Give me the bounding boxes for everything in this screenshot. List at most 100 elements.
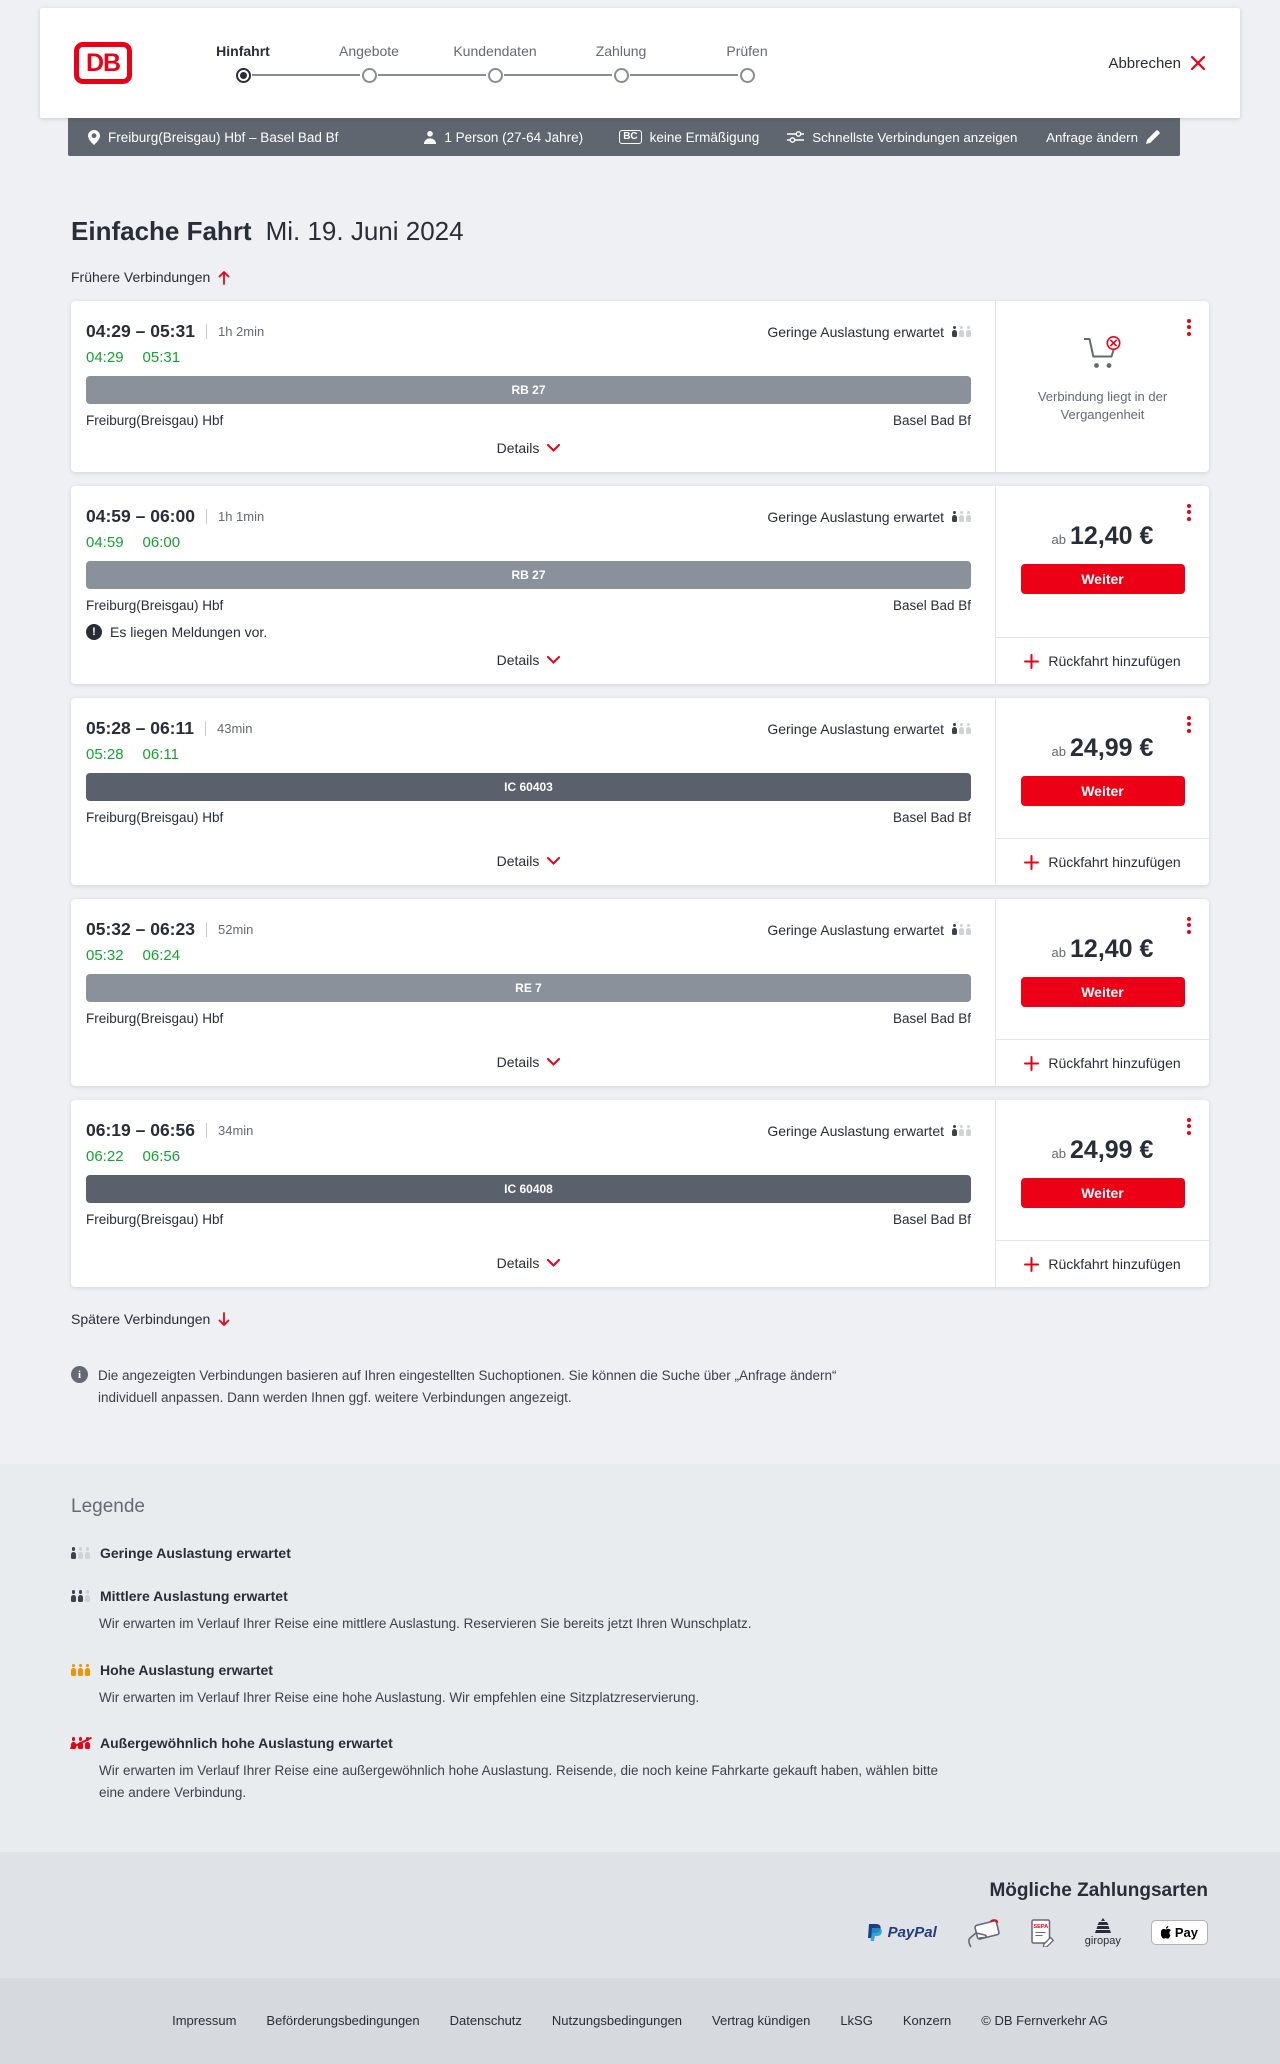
- connection-card: 05:32 – 06:23 52min Geringe Auslastung e…: [71, 899, 1209, 1086]
- connection-duration: 34min: [217, 1123, 254, 1138]
- details-toggle[interactable]: Details: [497, 1054, 561, 1070]
- kebab-menu[interactable]: [1184, 710, 1194, 738]
- connection-action-panel: ab 12,40 € Weiter Rückfahrt hinzufügen: [995, 486, 1209, 684]
- train-label: IC 60403: [504, 780, 553, 794]
- weiter-button[interactable]: Weiter: [1020, 776, 1185, 806]
- footer-link-datenschutz[interactable]: Datenschutz: [449, 2013, 522, 2029]
- stations-row: Freiburg(Breisgau) Hbf Basel Bad Bf: [86, 1011, 971, 1026]
- step-dot-icon: [613, 68, 629, 83]
- connection-times: 04:59 – 06:00: [86, 506, 195, 526]
- price-value: 24,99 €: [1070, 734, 1154, 762]
- details-toggle[interactable]: Details: [497, 652, 561, 668]
- step-label: Hinfahrt: [216, 43, 270, 59]
- add-return-button[interactable]: Rückfahrt hinzufügen: [996, 839, 1209, 885]
- search-options-note: i Die angezeigten Verbindungen basieren …: [71, 1365, 841, 1408]
- realtime-departure: 05:32: [86, 947, 124, 964]
- note-text: Die angezeigten Verbindungen basieren au…: [98, 1368, 837, 1405]
- destination-station: Basel Bad Bf: [892, 810, 971, 825]
- price-value: 24,99 €: [1070, 1136, 1154, 1164]
- add-return-label: Rückfahrt hinzufügen: [1048, 1055, 1181, 1071]
- origin-station: Freiburg(Breisgau) Hbf: [86, 810, 224, 825]
- cancel-button[interactable]: Abbrechen: [1108, 55, 1206, 72]
- chevron-down-icon: [547, 1259, 561, 1267]
- details-label: Details: [496, 853, 540, 869]
- time-row: 04:29 – 05:31 1h 2min Geringe Auslastung…: [86, 321, 971, 342]
- occupancy-label: Geringe Auslastung erwartet: [767, 720, 944, 737]
- legend-item-medium: Mittlere Auslastung erwartet Wir erwarte…: [71, 1588, 1209, 1635]
- footer-link-vertrag-kuendigen[interactable]: Vertrag kündigen: [712, 2013, 811, 2029]
- close-icon: [1190, 55, 1206, 71]
- legend-item-exceptional: Außergewöhnlich hohe Auslastung erwartet…: [71, 1735, 1209, 1803]
- plus-icon: [1024, 653, 1040, 669]
- legend-item-label: Außergewöhnlich hohe Auslastung erwartet: [100, 1735, 393, 1752]
- earlier-connections-link[interactable]: Frühere Verbindungen: [71, 269, 230, 285]
- step-zahlung[interactable]: Zahlung: [558, 43, 738, 83]
- train-label: RB 27: [511, 383, 546, 397]
- connection-card: 04:59 – 06:00 1h 1min Geringe Auslastung…: [71, 486, 1209, 684]
- connection-duration: 1h 2min: [217, 324, 265, 339]
- time-row: 05:28 – 06:11 43min Geringe Auslastung e…: [86, 718, 971, 739]
- connection-duration: 43min: [217, 721, 253, 736]
- later-connections-link[interactable]: Spätere Verbindungen: [71, 1311, 230, 1327]
- add-return-button[interactable]: Rückfahrt hinzufügen: [996, 638, 1209, 684]
- realtime-arrival: 06:24: [142, 947, 181, 964]
- occupancy-label: Geringe Auslastung erwartet: [767, 921, 944, 938]
- kebab-menu[interactable]: [1184, 1112, 1194, 1140]
- legend-title: Legende: [71, 1496, 145, 1518]
- details-toggle[interactable]: Details: [497, 440, 561, 456]
- connection-card: 05:28 – 06:11 43min Geringe Auslastung e…: [71, 698, 1209, 885]
- price-value: 12,40 €: [1070, 935, 1154, 963]
- kebab-menu[interactable]: [1184, 911, 1194, 939]
- legend-item-label: Geringe Auslastung erwartet: [100, 1545, 291, 1562]
- footer-link-konzern[interactable]: Konzern: [902, 2013, 952, 2029]
- occupancy-low-icon: [952, 1124, 971, 1137]
- message-text: Es liegen Meldungen vor.: [110, 624, 268, 640]
- step-hinfahrt[interactable]: Hinfahrt: [180, 43, 360, 83]
- spacer: [86, 1227, 971, 1243]
- footer-link-befoerderungsbedingungen[interactable]: Beförderungsbedingungen: [266, 2013, 420, 2029]
- legend-section: Legende Geringe Auslastung erwartet Mitt…: [0, 1464, 1280, 1852]
- add-return-button[interactable]: Rückfahrt hinzufügen: [996, 1040, 1209, 1086]
- weiter-button[interactable]: Weiter: [1020, 1178, 1185, 1208]
- footer-link-impressum[interactable]: Impressum: [172, 2013, 237, 2029]
- realtime-departure: 04:59: [86, 534, 124, 551]
- realtime-arrival: 05:31: [142, 349, 181, 366]
- step-pruefen[interactable]: Prüfen: [684, 43, 810, 83]
- footer-copyright: © DB Fernverkehr AG: [981, 2013, 1108, 2029]
- person-icon: [424, 130, 437, 144]
- passenger-summary: 1 Person (27-64 Jahre): [424, 130, 583, 145]
- kebab-menu[interactable]: [1184, 498, 1194, 526]
- kebab-menu[interactable]: [1184, 313, 1194, 341]
- details-toggle[interactable]: Details: [497, 853, 561, 869]
- details-toggle[interactable]: Details: [497, 1255, 561, 1271]
- change-request-button[interactable]: Anfrage ändern: [1046, 130, 1160, 145]
- change-request-label: Anfrage ändern: [1046, 129, 1138, 145]
- message-row: ! Es liegen Meldungen vor.: [86, 624, 971, 640]
- divider: [205, 509, 207, 524]
- past-connection-note: Verbindung liegt in der Vergangenheit: [1037, 389, 1168, 423]
- add-return-button[interactable]: Rückfahrt hinzufügen: [996, 1241, 1209, 1287]
- details-row: Details: [86, 853, 971, 871]
- footer-link-lksg[interactable]: LkSG: [840, 2013, 873, 2029]
- fastest-connections-toggle[interactable]: Schnellste Verbindungen anzeigen: [787, 130, 1017, 145]
- connection-details-area: 05:28 – 06:11 43min Geringe Auslastung e…: [71, 698, 995, 885]
- occupancy-indicator: Geringe Auslastung erwartet: [767, 1123, 971, 1139]
- sepa-document-icon: SEPA: [1031, 1918, 1054, 1947]
- giropay-icon: [1094, 1918, 1111, 1934]
- weiter-button[interactable]: Weiter: [1020, 977, 1185, 1007]
- step-dot-icon: [361, 68, 377, 83]
- legend-item-label: Hohe Auslastung erwartet: [100, 1661, 273, 1678]
- footer-link-nutzungsbedingungen[interactable]: Nutzungsbedingungen: [551, 2013, 683, 2029]
- step-kundendaten[interactable]: Kundendaten: [432, 43, 612, 83]
- step-angebote[interactable]: Angebote: [306, 43, 486, 83]
- spacer: [86, 825, 971, 841]
- connection-card: 04:29 – 05:31 1h 2min Geringe Auslastung…: [71, 301, 1209, 472]
- origin-station: Freiburg(Breisgau) Hbf: [86, 413, 224, 428]
- discount-summary: BC keine Ermäßigung: [619, 130, 759, 145]
- db-logo-text: DB: [85, 48, 121, 77]
- cancel-label: Abbrechen: [1108, 54, 1181, 72]
- step-dot-active-icon: [235, 68, 251, 83]
- realtime-row: 05:28 06:11: [86, 746, 971, 763]
- past-connection-box: Verbindung liegt in der Vergangenheit: [996, 301, 1209, 424]
- weiter-button[interactable]: Weiter: [1020, 564, 1185, 594]
